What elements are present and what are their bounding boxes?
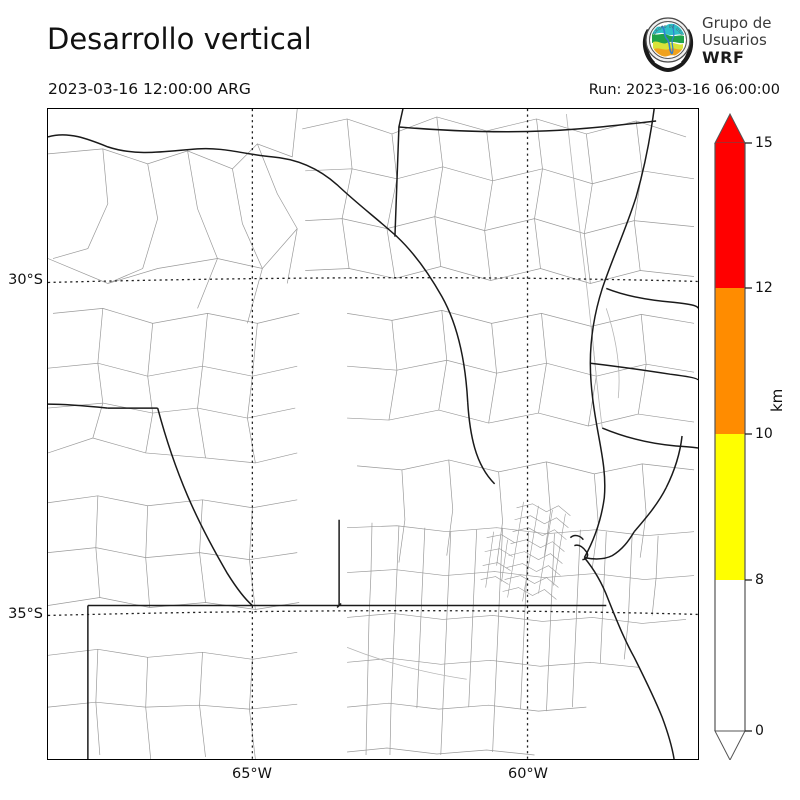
colorbar-tick-12: 12 (755, 280, 773, 296)
colorbar-tick-10: 10 (755, 426, 773, 442)
colorbar-band-0-8 (715, 580, 745, 731)
map-plot-area[interactable] (47, 108, 699, 760)
colorbar-tick-8: 8 (755, 572, 764, 588)
colorbar-band-12-15 (715, 143, 745, 288)
department-boundaries (48, 109, 695, 759)
page-title: Desarrollo vertical (47, 22, 312, 56)
logo-line-3: WRF (702, 48, 745, 67)
logo-line-1: Grupo de (702, 14, 772, 32)
lat-label-30s: 30°S (8, 272, 43, 288)
province-boundaries (48, 109, 698, 759)
logo-text-block: Grupo de Usuarios WRF (702, 14, 790, 67)
colorbar[interactable]: 15 12 10 8 0 km (711, 112, 800, 760)
graticule (48, 109, 698, 759)
graticule-lat-30s (48, 277, 698, 284)
valid-time-label: 2023-03-16 12:00:00 ARG (48, 80, 251, 98)
lon-label-60w: 60°W (507, 766, 549, 782)
colorbar-canvas (714, 112, 752, 760)
graticule-lat-35s (48, 610, 698, 617)
colorbar-band-10-12 (715, 288, 745, 434)
model-run-label: Run: 2023-03-16 06:00:00 (588, 82, 780, 98)
map-canvas (48, 109, 698, 759)
rivers (346, 113, 620, 680)
colorbar-axis-label: km (768, 388, 786, 412)
wrf-globe-seal-icon: GRUPO DE USUARIOS WRF (638, 13, 694, 72)
colorbar-tick-15: 15 (755, 135, 773, 151)
logo-line-2: Usuarios (702, 31, 767, 49)
colorbar-over-arrow (714, 112, 746, 144)
wrf-user-group-logo: GRUPO DE USUARIOS WRF Grupo de Usuarios … (638, 13, 790, 75)
lon-label-65w: 65°W (231, 766, 273, 782)
colorbar-ticks (745, 142, 752, 732)
colorbar-tick-0: 0 (755, 723, 764, 739)
colorbar-band-8-10 (715, 434, 745, 580)
lat-label-35s: 35°S (8, 606, 43, 622)
colorbar-under-arrow (714, 730, 746, 760)
